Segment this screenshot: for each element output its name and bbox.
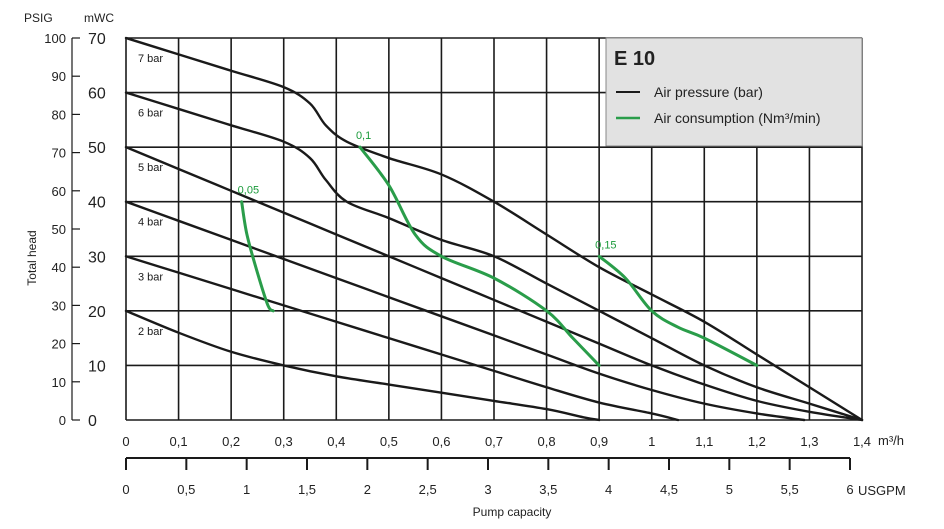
y-psig-tick-label: 60 <box>52 184 66 199</box>
x-tick-label: 1,3 <box>800 434 818 449</box>
x2-tick-label: 5,5 <box>781 482 799 497</box>
x2-tick-label: 0,5 <box>177 482 195 497</box>
y-mwc-tick-label: 10 <box>88 358 106 375</box>
x-tick-label: 1,4 <box>853 434 871 449</box>
x2-tick-label: 4,5 <box>660 482 678 497</box>
consumption-curve <box>597 254 759 367</box>
pressure-curve <box>124 255 680 422</box>
y-mwc-tick-label: 30 <box>88 249 106 266</box>
y-mwc-tick-label: 0 <box>88 413 97 430</box>
x2-tick-label: 2 <box>364 482 371 497</box>
x-tick-label: 0,7 <box>485 434 503 449</box>
pressure-curve <box>124 145 864 422</box>
x-tick-label: 1,1 <box>695 434 713 449</box>
x-tick-label: 0 <box>122 434 129 449</box>
legend-box <box>605 37 863 147</box>
y-psig-tick-label: 40 <box>52 260 66 275</box>
x-axis-title: Pump capacity <box>473 505 552 519</box>
pressure-curve <box>124 200 806 422</box>
y-left-unit-label: PSIG <box>24 11 53 25</box>
chart-title: E 10 <box>614 48 655 70</box>
y-psig-tick-label: 20 <box>52 337 66 352</box>
x-tick-label: 0,6 <box>432 434 450 449</box>
pressure-curve-label: 3 bar <box>138 271 163 283</box>
x-unit-label: m³/h <box>878 433 904 448</box>
x2-tick-label: 3,5 <box>539 482 557 497</box>
y-psig-tick-label: 80 <box>52 107 66 122</box>
pressure-curve <box>124 36 864 422</box>
pressure-curve-label: 7 bar <box>138 53 163 65</box>
y-mwc-tick-label: 20 <box>88 304 106 321</box>
legend-entry-consumption: Air consumption (Nm³/min) <box>654 110 820 126</box>
pressure-curve-label: 6 bar <box>138 108 163 120</box>
x2-tick-label: 2,5 <box>419 482 437 497</box>
y-psig-tick-label: 50 <box>52 222 66 237</box>
consumption-curve-label: 0,15 <box>595 239 616 251</box>
x-tick-label: 0,4 <box>327 434 345 449</box>
x2-tick-label: 0 <box>122 482 129 497</box>
x-tick-label: 0,9 <box>590 434 608 449</box>
curves: 7 bar 6 bar 5 bar 4 bar 3 bar 2 bar 0,05 0,1 0,1… <box>124 36 864 422</box>
y-mwc-tick-label: 70 <box>88 31 106 48</box>
consumption-curve <box>240 200 275 313</box>
y-psig-tick-label: 10 <box>52 375 66 390</box>
x2-tick-label: 1 <box>243 482 250 497</box>
x-tick-label: 1,2 <box>748 434 766 449</box>
y-axis-title: Total head <box>25 230 39 285</box>
y-mwc-tick-label: 50 <box>88 140 106 157</box>
consumption-curve-label: 0,05 <box>238 185 259 197</box>
y-psig-tick-label: 0 <box>59 413 66 428</box>
pressure-curve <box>124 309 601 422</box>
axes <box>71 37 851 470</box>
x2-tick-label: 6 <box>846 482 853 497</box>
x-tick-label: 0,5 <box>380 434 398 449</box>
x2-unit-label: USGPM <box>858 483 906 498</box>
consumption-curve-label: 0,1 <box>356 130 371 142</box>
x-tick-label: 1 <box>648 434 655 449</box>
x-tick-label: 0,8 <box>538 434 556 449</box>
x-tick-label: 0,2 <box>222 434 240 449</box>
x2-tick-label: 4 <box>605 482 612 497</box>
legend-entry-pressure: Air pressure (bar) <box>654 84 763 100</box>
y-psig-tick-label: 30 <box>52 298 66 313</box>
x2-tick-label: 1,5 <box>298 482 316 497</box>
pressure-curve-label: 5 bar <box>138 162 163 174</box>
y-psig-tick-label: 70 <box>52 146 66 161</box>
y-right-unit-label: mWC <box>84 11 114 25</box>
x-tick-label: 0,1 <box>170 434 188 449</box>
x-tick-label: 0,3 <box>275 434 293 449</box>
pressure-curve-label: 2 bar <box>138 326 163 338</box>
y-mwc-tick-label: 60 <box>88 86 106 103</box>
y-psig-tick-label: 90 <box>52 69 66 84</box>
legend: E 10 Air pressure (bar) Air consumption … <box>605 37 863 147</box>
y-psig-tick-label: 100 <box>44 31 66 46</box>
x2-tick-label: 3 <box>484 482 491 497</box>
x2-tick-label: 5 <box>726 482 733 497</box>
consumption-curve <box>358 145 601 367</box>
tick-labels: 0 0,1 0,2 0,3 0,4 0,5 0,6 0,7 0,8 0,9 1 1,1 1,2 1,3 1,… <box>44 31 871 497</box>
y-mwc-tick-label: 40 <box>88 195 106 212</box>
pressure-curve-label: 4 bar <box>138 217 163 229</box>
pressure-curve <box>124 91 864 422</box>
